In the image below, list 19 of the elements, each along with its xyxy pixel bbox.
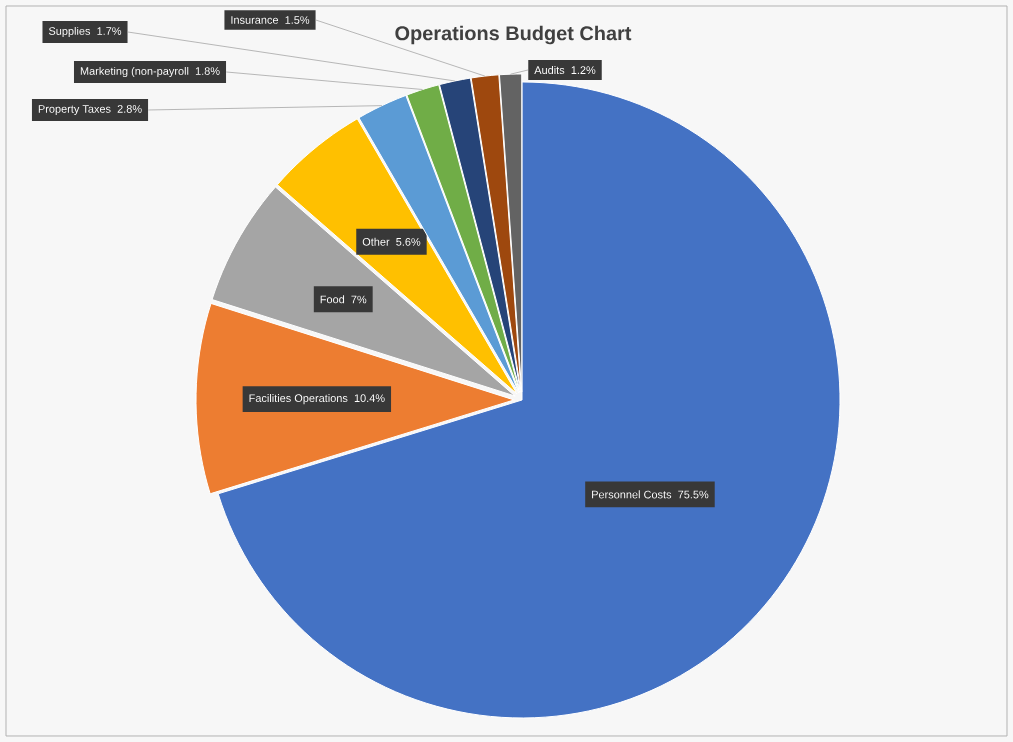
- data-label: 1.5%: [285, 16, 310, 24]
- data-label: 1.7%: [97, 27, 122, 35]
- slice-label: Marketing (non-payroll: [80, 66, 189, 78]
- data-label: 10.4%: [354, 394, 385, 403]
- data-label: 2.8%: [117, 105, 142, 113]
- chart-title: Operations Budget Chart: [395, 25, 632, 45]
- slice-label: Audits: [534, 65, 565, 75]
- slice-label: Facilities Operations: [249, 393, 348, 405]
- slice-label: Food: [320, 295, 345, 304]
- slice-label: Personnel Costs: [592, 490, 672, 499]
- data-label: 75.5%: [678, 490, 709, 499]
- data-label: 7%: [351, 295, 367, 304]
- slice-label: Property Taxes: [38, 105, 111, 115]
- data-label: 1.2%: [571, 66, 596, 74]
- slice-label: Supplies: [48, 26, 91, 38]
- slice-label: Other: [362, 237, 390, 246]
- slice-label: Insurance: [231, 16, 279, 24]
- data-label: 5.6%: [396, 237, 421, 246]
- data-label: 1.8%: [195, 67, 220, 75]
